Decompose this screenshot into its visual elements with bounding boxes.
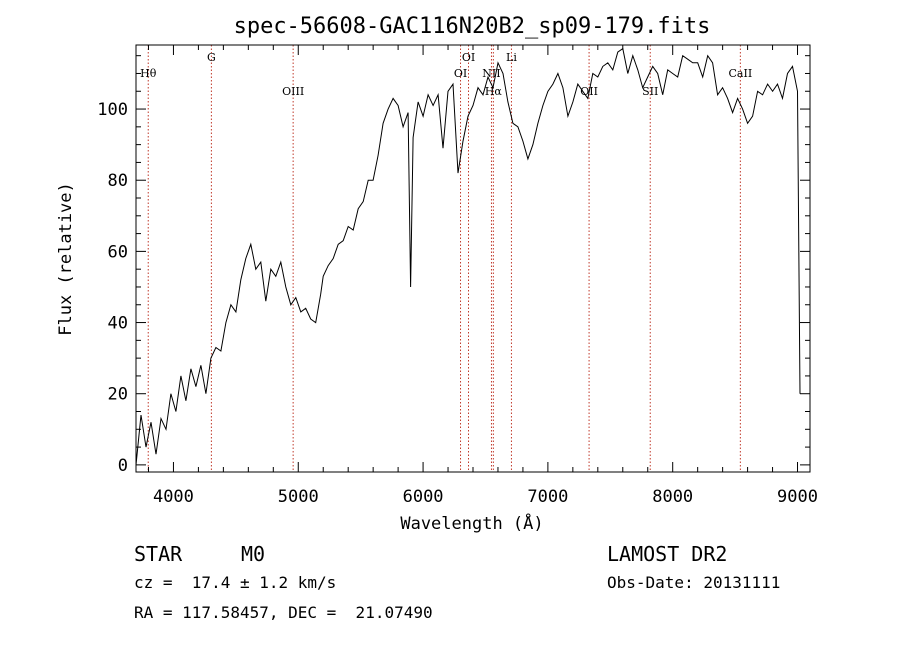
spectrum-series-line	[135, 47, 801, 465]
x-axis: 4000 5000 6000 7000 8000 9000	[147, 45, 818, 507]
marker-label-2: OIII	[282, 85, 304, 98]
x-axis-label: Wavelength (Å)	[400, 512, 543, 534]
redshift-text: cz = 17.4 ± 1.2 km/s	[134, 573, 337, 592]
marker-label-7: Li	[506, 51, 517, 64]
marker-label-1: G	[207, 51, 216, 64]
marker-label-10: CaII	[729, 67, 753, 80]
y-tick-label: 100	[97, 100, 128, 120]
object-subclass: M0	[241, 542, 266, 566]
y-tick-label: 80	[108, 171, 128, 191]
x-tick-label: 7000	[527, 487, 568, 507]
marker-label-4: OI	[462, 51, 475, 64]
y-tick-label: 40	[108, 314, 128, 334]
obs-date: Obs-Date: 20131111	[607, 573, 781, 592]
y-tick-label: 20	[108, 385, 128, 405]
x-tick-label: 6000	[403, 487, 444, 507]
x-tick-label: 5000	[278, 487, 319, 507]
y-axis-label: Flux (relative)	[56, 182, 76, 336]
plot-frame	[135, 44, 811, 473]
marker-label-9: SII	[642, 85, 658, 98]
x-tick-label: 9000	[777, 487, 818, 507]
survey-name: LAMOST DR2	[607, 542, 728, 566]
coordinates-text: RA = 117.58457, DEC = 21.07490	[134, 603, 433, 622]
y-tick-label: 0	[118, 456, 128, 476]
x-tick-label: 8000	[652, 487, 693, 507]
chart-title: spec-56608-GAC116N20B2_sp09-179.fits	[234, 14, 711, 39]
object-class: STAR	[134, 542, 183, 566]
y-tick-label: 60	[108, 242, 128, 262]
x-tick-label: 4000	[153, 487, 194, 507]
marker-label-5: NII	[482, 67, 500, 80]
y-axis: 0 20 40 60 80 100	[97, 55, 810, 476]
marker-label-6: Hα	[485, 85, 503, 98]
marker-label-3: OI	[454, 67, 467, 80]
marker-label-0: Hθ	[140, 67, 157, 80]
